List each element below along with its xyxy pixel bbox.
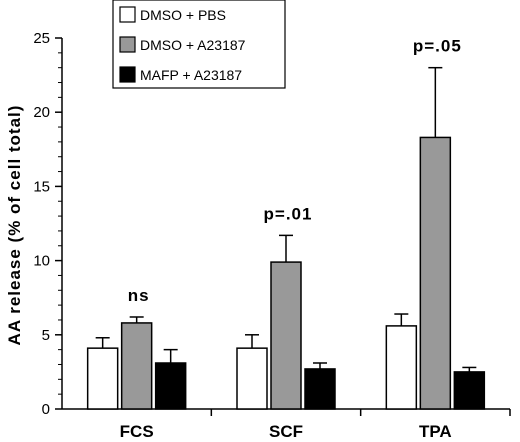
y-tick-label: 25 (33, 30, 50, 47)
significance-label: p=.05 (413, 37, 462, 56)
legend-box (112, 0, 286, 89)
y-tick-label: 15 (33, 178, 50, 195)
significance-label: ns (128, 286, 150, 305)
y-tick-label: 5 (42, 327, 50, 344)
bar (236, 347, 268, 410)
bar (419, 136, 452, 410)
y-tick-label: 20 (33, 104, 50, 121)
x-category-label: SCF (269, 422, 303, 441)
y-tick-label: 10 (33, 253, 50, 270)
legend-swatch (119, 36, 136, 53)
y-axis-label: AA release (% of cell total) (5, 105, 24, 346)
legend-swatch (119, 6, 136, 23)
legend-label: MAFP + A23187 (140, 67, 242, 83)
significance-label: p=.01 (264, 204, 313, 223)
bar (270, 261, 302, 410)
bar (120, 322, 153, 410)
bar (385, 325, 418, 410)
bar (304, 368, 336, 410)
y-tick-label: 0 (42, 401, 50, 418)
legend-label: DMSO + PBS (140, 7, 226, 23)
legend-label: DMSO + A23187 (140, 37, 246, 53)
legend-swatch (119, 66, 136, 83)
legend: DMSO + PBS DMSO + A23187 MAFP + A23187 (112, 0, 286, 89)
annotations: ns p=.01 p=.05 (128, 37, 462, 305)
x-category-label: TPA (419, 422, 452, 441)
bar (86, 347, 119, 410)
bar (154, 362, 187, 410)
bars (86, 66, 486, 410)
bar (453, 371, 486, 410)
x-category-label: FCS (120, 422, 154, 441)
